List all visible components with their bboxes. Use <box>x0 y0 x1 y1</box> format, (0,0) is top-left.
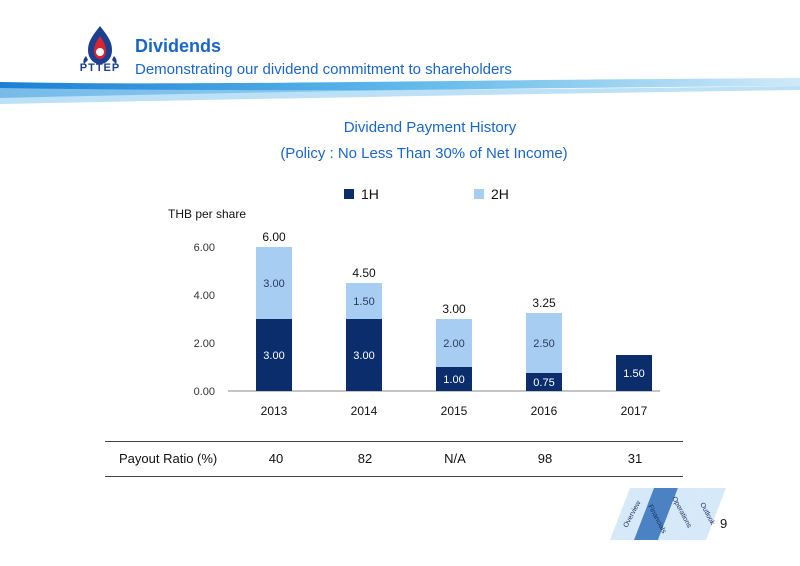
x-tick-label-2016: 2016 <box>531 404 558 418</box>
legend-swatch-2h <box>474 189 484 199</box>
total-label-2013: 6.00 <box>262 230 286 244</box>
data-label-2h-2014: 1.50 <box>353 296 374 308</box>
data-label-1h-2014: 3.00 <box>353 350 374 362</box>
nav-tab-outlook[interactable] <box>682 488 726 540</box>
bar-1h-2015 <box>436 367 472 391</box>
data-label-2h-2015: 2.00 <box>443 338 464 350</box>
chart-subtitle: (Policy : No Less Than 30% of Net Income… <box>280 145 567 162</box>
payout-value-2017: 31 <box>627 451 643 466</box>
y-tick-label: 0.00 <box>194 386 215 398</box>
section-nav: Overview Financials Operations Outlook <box>610 488 726 540</box>
x-tick-label-2014: 2014 <box>351 404 378 418</box>
payout-value-2016: 98 <box>537 451 553 466</box>
data-label-1h-2016: 0.75 <box>533 377 554 389</box>
pttep-logo <box>83 26 117 64</box>
total-label-2015: 3.00 <box>442 302 466 316</box>
payout-value-2015: N/A <box>444 451 466 466</box>
bar-1h-2014 <box>346 319 382 391</box>
total-label-2016: 3.25 <box>532 296 556 310</box>
bar-2h-2015 <box>436 319 472 367</box>
page-subtitle: Demonstrating our dividend commitment to… <box>135 61 512 78</box>
dividend-chart: Dividend Payment History (Policy : No Le… <box>168 119 660 418</box>
y-tick-label: 6.00 <box>194 242 215 254</box>
x-tick-label-2013: 2013 <box>261 404 288 418</box>
nav-tab-operations[interactable] <box>658 488 702 540</box>
data-label-2h-2013: 3.00 <box>263 278 284 290</box>
page-title: Dividends <box>135 36 222 56</box>
bar-group: 3.00 3.00 6.00 3.00 1.50 4.50 1.00 2.00 3.00 0.75… <box>256 230 652 391</box>
y-tick-label: 4.00 <box>194 290 215 302</box>
bar-2h-2016 <box>526 313 562 373</box>
brand-name: PTTEP <box>79 62 121 74</box>
legend-label-2h: 2H <box>491 186 509 202</box>
y-axis-label: THB per share <box>168 207 246 221</box>
page-number: 9 <box>720 516 728 531</box>
legend-swatch-1h <box>344 189 354 199</box>
nav-tab-financials[interactable] <box>634 488 678 540</box>
x-tick-label-2015: 2015 <box>441 404 468 418</box>
y-tick-label: 2.00 <box>194 338 215 350</box>
legend-label-1h: 1H <box>361 186 379 202</box>
x-axis-ticks: 2013 2014 2015 2016 2017 <box>261 404 648 418</box>
data-label-1h-2017: 1.50 <box>623 368 644 380</box>
data-label-1h-2015: 1.00 <box>443 374 464 386</box>
payout-value-2013: 40 <box>268 451 284 466</box>
bar-1h-2013 <box>256 319 292 391</box>
bar-1h-2017 <box>616 355 652 391</box>
nav-tab-overview[interactable] <box>610 488 654 540</box>
payout-ratio-row: Payout Ratio (%) 40 82 N/A 98 31 <box>105 441 683 477</box>
bar-2h-2013 <box>256 247 292 319</box>
x-tick-label-2017: 2017 <box>621 404 648 418</box>
payout-ratio-label: Payout Ratio (%) <box>119 451 218 466</box>
bar-1h-2016 <box>526 373 562 391</box>
total-label-2014: 4.50 <box>352 266 376 280</box>
chart-title: Dividend Payment History <box>344 119 517 136</box>
y-axis-ticks: 0.00 2.00 4.00 6.00 <box>194 242 215 398</box>
payout-value-2014: 82 <box>357 451 373 466</box>
header-wave-decoration <box>0 78 800 104</box>
data-label-1h-2013: 3.00 <box>263 350 284 362</box>
bar-2h-2014 <box>346 283 382 319</box>
data-label-2h-2016: 2.50 <box>533 338 554 350</box>
